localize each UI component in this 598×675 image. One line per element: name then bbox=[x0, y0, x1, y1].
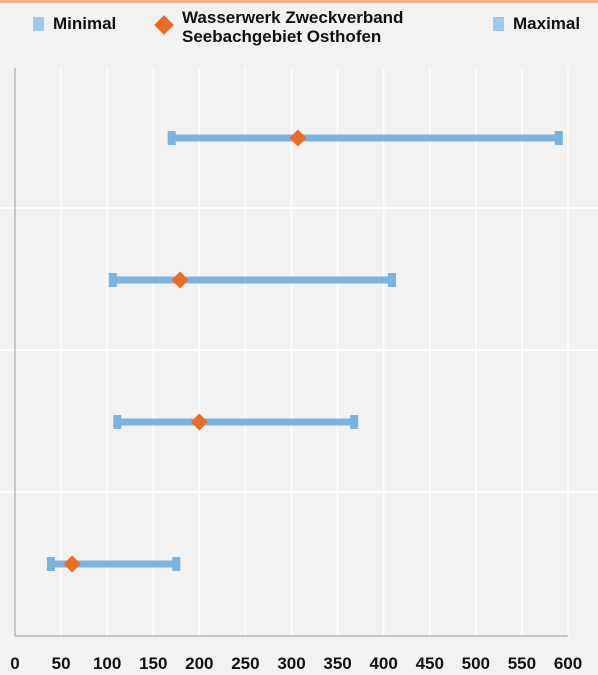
maximal-marker bbox=[350, 415, 359, 429]
x-tick-label: 100 bbox=[93, 654, 121, 673]
x-tick-label: 550 bbox=[508, 654, 536, 673]
x-tick-label: 150 bbox=[139, 654, 167, 673]
x-tick-label: 300 bbox=[277, 654, 305, 673]
wasserwerk-marker bbox=[171, 271, 189, 289]
wasserwerk-marker bbox=[190, 413, 208, 431]
x-tick-label: 250 bbox=[231, 654, 259, 673]
wasserwerk-marker bbox=[63, 555, 81, 573]
legend-wasserwerk-line1: Wasserwerk Zweckverband bbox=[182, 8, 404, 27]
minimal-marker bbox=[108, 273, 117, 287]
legend-wasserwerk-line2: Seebachgebiet Osthofen bbox=[182, 27, 382, 46]
maximal-marker bbox=[387, 273, 396, 287]
chart-legend: Minimal Wasserwerk Zweckverband Seebachg… bbox=[0, 0, 598, 60]
legend-item-maximal: Maximal bbox=[493, 14, 580, 33]
legend-wasserwerk-label: Wasserwerk Zweckverband Seebachgebiet Os… bbox=[182, 8, 403, 46]
grid-layer bbox=[0, 68, 598, 636]
legend-minimal-label: Minimal bbox=[53, 14, 117, 33]
x-tick-label: 500 bbox=[462, 654, 490, 673]
x-tick-label: 450 bbox=[416, 654, 444, 673]
axis-layer: 0 50 100 150 200 250 300 350 400 450 500 550 600 bbox=[10, 68, 582, 673]
x-tick-label: 0 bbox=[10, 654, 19, 673]
x-tick-label: 350 bbox=[323, 654, 351, 673]
x-tick-label: 200 bbox=[185, 654, 213, 673]
legend-maximal-swatch bbox=[493, 17, 504, 31]
maximal-marker bbox=[554, 131, 563, 145]
wasserwerk-marker bbox=[289, 129, 307, 147]
minimal-marker bbox=[167, 131, 176, 145]
legend-maximal-label: Maximal bbox=[513, 14, 581, 33]
top-accent-bar bbox=[0, 0, 598, 3]
x-tick-label: 400 bbox=[369, 654, 397, 673]
x-tick-label: 600 bbox=[554, 654, 582, 673]
plot-layer bbox=[46, 129, 563, 573]
x-tick-label: 50 bbox=[52, 654, 71, 673]
legend-minimal-swatch bbox=[33, 17, 44, 31]
maximal-marker bbox=[172, 557, 181, 571]
minimal-marker bbox=[46, 557, 55, 571]
legend-item-minimal: Minimal bbox=[33, 14, 116, 33]
minimal-marker bbox=[113, 415, 122, 429]
legend-item-wasserwerk: Wasserwerk Zweckverband Seebachgebiet Os… bbox=[154, 8, 403, 46]
